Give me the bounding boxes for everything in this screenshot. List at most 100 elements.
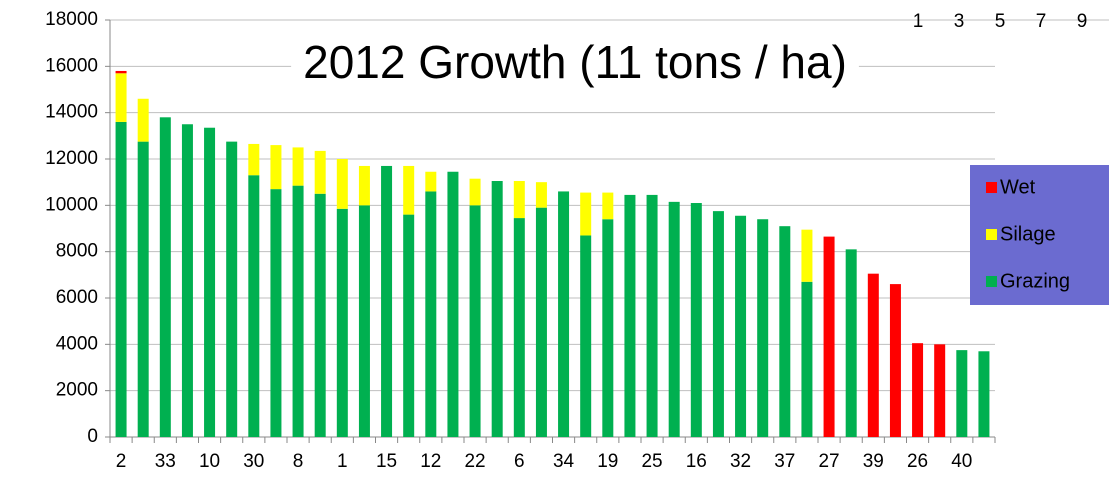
bar-segment xyxy=(469,205,481,437)
bar-segment xyxy=(535,207,547,437)
y-tick-label: 4000 xyxy=(56,333,98,354)
bar-segment xyxy=(668,201,680,437)
y-tick-label: 0 xyxy=(87,426,98,447)
legend-label: Grazing xyxy=(1000,270,1070,292)
bar-segment xyxy=(403,214,415,437)
bar-segment xyxy=(845,249,857,437)
bar-segment xyxy=(690,203,702,437)
x-tick-label: 8 xyxy=(293,451,304,472)
bar-segment xyxy=(779,226,791,437)
bar-segment xyxy=(336,208,348,437)
corner-label: 7 xyxy=(1036,11,1047,32)
bar-segment xyxy=(912,343,924,437)
y-tick-label: 12000 xyxy=(45,148,98,169)
bar-segment xyxy=(801,281,813,437)
legend-swatch xyxy=(986,182,997,193)
y-tick-label: 16000 xyxy=(45,55,98,76)
bar-segment xyxy=(757,219,769,437)
bar-segment xyxy=(358,205,370,437)
legend-swatch xyxy=(986,276,997,287)
x-tick-label: 30 xyxy=(243,451,264,472)
bar-segment xyxy=(602,219,614,437)
bar-segment xyxy=(425,171,437,192)
bar-segment xyxy=(381,165,393,437)
bar-segment xyxy=(248,143,260,176)
x-tick-label: 6 xyxy=(514,451,525,472)
x-tick-label: 39 xyxy=(863,451,884,472)
bar-segment xyxy=(137,98,149,142)
bar-segment xyxy=(336,159,348,209)
x-tick-label: 32 xyxy=(730,451,751,472)
corner-label: 1 xyxy=(913,11,924,32)
bar-segment xyxy=(558,191,570,437)
bar-segment xyxy=(314,193,326,437)
bar-segment xyxy=(403,165,415,215)
bar-segment xyxy=(889,284,901,437)
bar-segment xyxy=(115,73,127,122)
bar-segment xyxy=(513,181,525,219)
bar-segment xyxy=(292,185,304,437)
bar-segment xyxy=(447,171,459,437)
bar-segment xyxy=(115,70,127,74)
bar-segment xyxy=(513,218,525,437)
x-tick-label: 10 xyxy=(199,451,220,472)
bar-segment xyxy=(248,175,260,437)
x-tick-label: 16 xyxy=(686,451,707,472)
corner-label: 3 xyxy=(954,11,965,32)
legend-label: Wet xyxy=(1000,176,1036,198)
x-tick-label: 33 xyxy=(155,451,176,472)
bar-segment xyxy=(204,127,216,437)
y-tick-label: 6000 xyxy=(56,287,98,308)
bar-segment xyxy=(314,150,326,194)
bar-segment xyxy=(115,121,127,437)
bar-segment xyxy=(159,117,171,438)
bar-segment xyxy=(270,189,282,437)
corner-label: 5 xyxy=(995,11,1006,32)
bar-segment xyxy=(580,192,592,236)
bar-segment xyxy=(712,211,724,437)
x-tick-label: 22 xyxy=(464,451,485,472)
bar-segment xyxy=(270,145,282,190)
bar-segment xyxy=(491,181,503,437)
corner-label: 9 xyxy=(1077,11,1088,32)
x-tick-label: 37 xyxy=(774,451,795,472)
x-tick-label: 15 xyxy=(376,451,397,472)
title-background xyxy=(291,30,859,95)
y-tick-label: 10000 xyxy=(45,194,98,215)
x-tick-label: 25 xyxy=(641,451,662,472)
bar-segment xyxy=(735,215,747,437)
x-tick-label: 27 xyxy=(818,451,839,472)
bar-segment xyxy=(602,192,614,220)
bar-segment xyxy=(867,273,879,437)
x-tick-label: 2 xyxy=(116,451,127,472)
legend-swatch xyxy=(986,229,997,240)
chart-title: 2012 Growth (11 tons / ha) xyxy=(303,36,847,88)
x-tick-label: 1 xyxy=(337,451,348,472)
corner-background xyxy=(880,0,1109,38)
x-tick-label: 12 xyxy=(420,451,441,472)
bar-segment xyxy=(624,194,636,437)
legend-label: Silage xyxy=(1000,223,1056,245)
bar-segment xyxy=(580,235,592,437)
bar-segment xyxy=(823,236,835,437)
bar-segment xyxy=(535,182,547,208)
bar-segment xyxy=(181,124,193,437)
bar-segment xyxy=(292,147,304,186)
y-tick-label: 8000 xyxy=(56,241,98,262)
bar-segment xyxy=(956,350,968,437)
y-tick-label: 18000 xyxy=(45,9,98,30)
bar-segment xyxy=(226,141,238,437)
bar-segment xyxy=(425,191,437,437)
y-tick-label: 14000 xyxy=(45,102,98,123)
x-tick-label: 26 xyxy=(907,451,928,472)
x-tick-label: 40 xyxy=(951,451,972,472)
bar-segment xyxy=(978,351,990,437)
y-tick-label: 2000 xyxy=(56,380,98,401)
x-tick-label: 34 xyxy=(553,451,575,472)
bar-segment xyxy=(358,165,370,206)
bar-segment xyxy=(137,141,149,437)
bar-segment xyxy=(646,194,658,437)
x-tick-label: 19 xyxy=(597,451,618,472)
bar-segment xyxy=(934,344,946,437)
